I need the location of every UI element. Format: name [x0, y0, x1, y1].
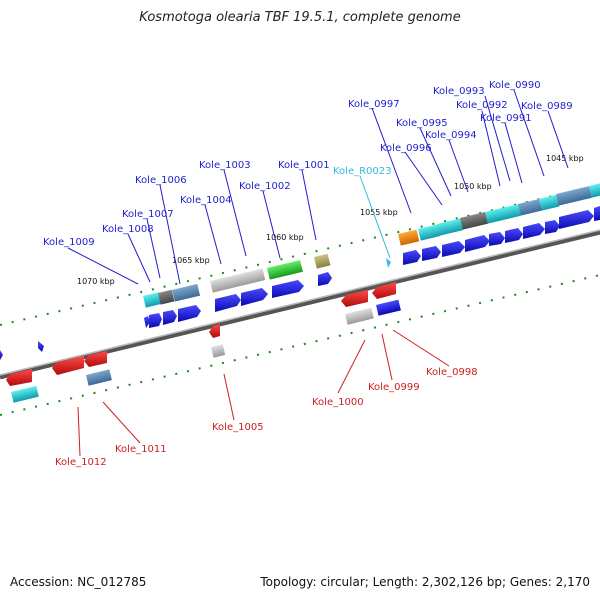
feature-block[interactable]: [484, 204, 521, 224]
scale-label-1065: 1065 kbp: [172, 256, 210, 265]
feature-block[interactable]: [267, 260, 303, 280]
gene-label[interactable]: Kole_0995: [396, 118, 448, 129]
feature-block[interactable]: [437, 218, 464, 236]
reverse-gene-labels: Kole_0998 Kole_0999 Kole_1000 Kole_1005 …: [55, 367, 478, 468]
cds-arrow[interactable]: [489, 232, 505, 246]
genome-summary: Topology: circular; Length: 2,302,126 bp…: [260, 575, 590, 589]
reverse-cds-track: [6, 282, 396, 386]
gene-label[interactable]: Kole_1000: [312, 397, 364, 408]
gene-label[interactable]: Kole_0996: [380, 143, 432, 154]
gene-label[interactable]: Kole_0997: [348, 99, 400, 110]
cds-arrow[interactable]: [209, 324, 220, 338]
gene-label[interactable]: Kole_0994: [425, 130, 477, 141]
forward-cds-track: [0, 206, 600, 360]
cds-arrow[interactable]: [144, 316, 150, 328]
cds-arrow[interactable]: [559, 210, 594, 229]
cds-arrow[interactable]: [422, 246, 441, 261]
reverse-guide-track: [0, 274, 600, 416]
cds-arrow[interactable]: [272, 280, 304, 298]
feature-block[interactable]: [211, 344, 226, 358]
forward-gene-labels: Kole_0990 Kole_0993 Kole_0989 Kole_0992 …: [43, 80, 573, 248]
cds-arrow[interactable]: [403, 250, 421, 265]
feature-block[interactable]: [538, 194, 560, 211]
feature-block[interactable]: [555, 186, 592, 206]
rna-arrow[interactable]: [386, 258, 391, 268]
cds-arrow[interactable]: [372, 282, 396, 299]
cds-arrow[interactable]: [84, 351, 107, 367]
feature-block[interactable]: [10, 385, 39, 403]
feature-block[interactable]: [518, 198, 543, 216]
gene-label[interactable]: Kole_0989: [521, 101, 573, 112]
cds-arrow[interactable]: [178, 305, 201, 322]
feature-block[interactable]: [158, 289, 175, 305]
feature-block[interactable]: [417, 224, 441, 241]
feature-block[interactable]: [143, 292, 162, 308]
cds-arrow[interactable]: [6, 369, 32, 386]
feature-block[interactable]: [86, 369, 112, 386]
cds-arrow[interactable]: [149, 313, 162, 328]
gene-label[interactable]: Kole_1007: [122, 209, 174, 220]
cds-arrow[interactable]: [318, 272, 332, 286]
genome-title: Kosmotoga olearia TBF 19.5.1, complete g…: [139, 10, 461, 25]
forward-label-leaders: [67, 89, 569, 285]
gene-label[interactable]: Kole_0991: [480, 113, 532, 124]
cds-arrow[interactable]: [523, 223, 545, 239]
gene-label[interactable]: Kole_1008: [102, 224, 154, 235]
gene-label[interactable]: Kole_1001: [278, 160, 330, 171]
cds-arrow[interactable]: [215, 294, 241, 312]
gene-label[interactable]: Kole_0998: [426, 367, 478, 378]
cds-arrow[interactable]: [0, 350, 3, 360]
scale-label-1070: 1070 kbp: [77, 277, 115, 286]
scale-label-1055: 1055 kbp: [360, 208, 398, 217]
feature-block[interactable]: [460, 211, 489, 230]
feature-block[interactable]: [345, 307, 374, 325]
gene-label[interactable]: Kole_1002: [239, 181, 291, 192]
feature-block[interactable]: [210, 268, 266, 293]
gene-label[interactable]: Kole_1006: [135, 175, 187, 186]
gene-label[interactable]: Kole_1009: [43, 237, 95, 248]
gene-label[interactable]: Kole_0990: [489, 80, 541, 91]
cds-arrow[interactable]: [465, 235, 490, 252]
forward-feature-track: [143, 183, 600, 308]
gene-label[interactable]: Kole_1005: [212, 422, 264, 433]
gene-label[interactable]: Kole_1011: [115, 444, 167, 455]
cds-arrow[interactable]: [594, 206, 600, 221]
cds-arrow[interactable]: [442, 241, 465, 257]
gene-label[interactable]: Kole_0999: [368, 382, 420, 393]
reverse-feature-track: [10, 299, 401, 403]
scale-label-1060: 1060 kbp: [266, 233, 304, 242]
accession-text: Accession: NC_012785: [10, 575, 147, 589]
rna-gene-labels: Kole_R0023: [333, 166, 392, 177]
scale-label-1050: 1050 kbp: [454, 182, 492, 191]
feature-block[interactable]: [376, 299, 401, 316]
feature-block[interactable]: [398, 229, 420, 246]
cds-arrow[interactable]: [52, 356, 84, 375]
cds-arrow[interactable]: [241, 288, 268, 306]
gene-label[interactable]: Kole_R0023: [333, 166, 392, 177]
cds-arrow[interactable]: [341, 290, 368, 307]
cds-arrow[interactable]: [545, 220, 560, 234]
feature-block[interactable]: [314, 253, 331, 269]
gene-label[interactable]: Kole_1003: [199, 160, 251, 171]
gene-label[interactable]: Kole_1012: [55, 457, 107, 468]
gene-label[interactable]: Kole_0992: [456, 100, 508, 111]
rna-label-leader: [359, 175, 391, 259]
cds-arrow[interactable]: [38, 341, 44, 352]
gene-label[interactable]: Kole_0993: [433, 86, 485, 97]
gene-label[interactable]: Kole_1004: [180, 195, 232, 206]
cds-arrow[interactable]: [505, 228, 523, 243]
cds-arrow[interactable]: [163, 310, 177, 325]
feature-block[interactable]: [172, 283, 201, 302]
reverse-label-leaders: [77, 329, 450, 457]
